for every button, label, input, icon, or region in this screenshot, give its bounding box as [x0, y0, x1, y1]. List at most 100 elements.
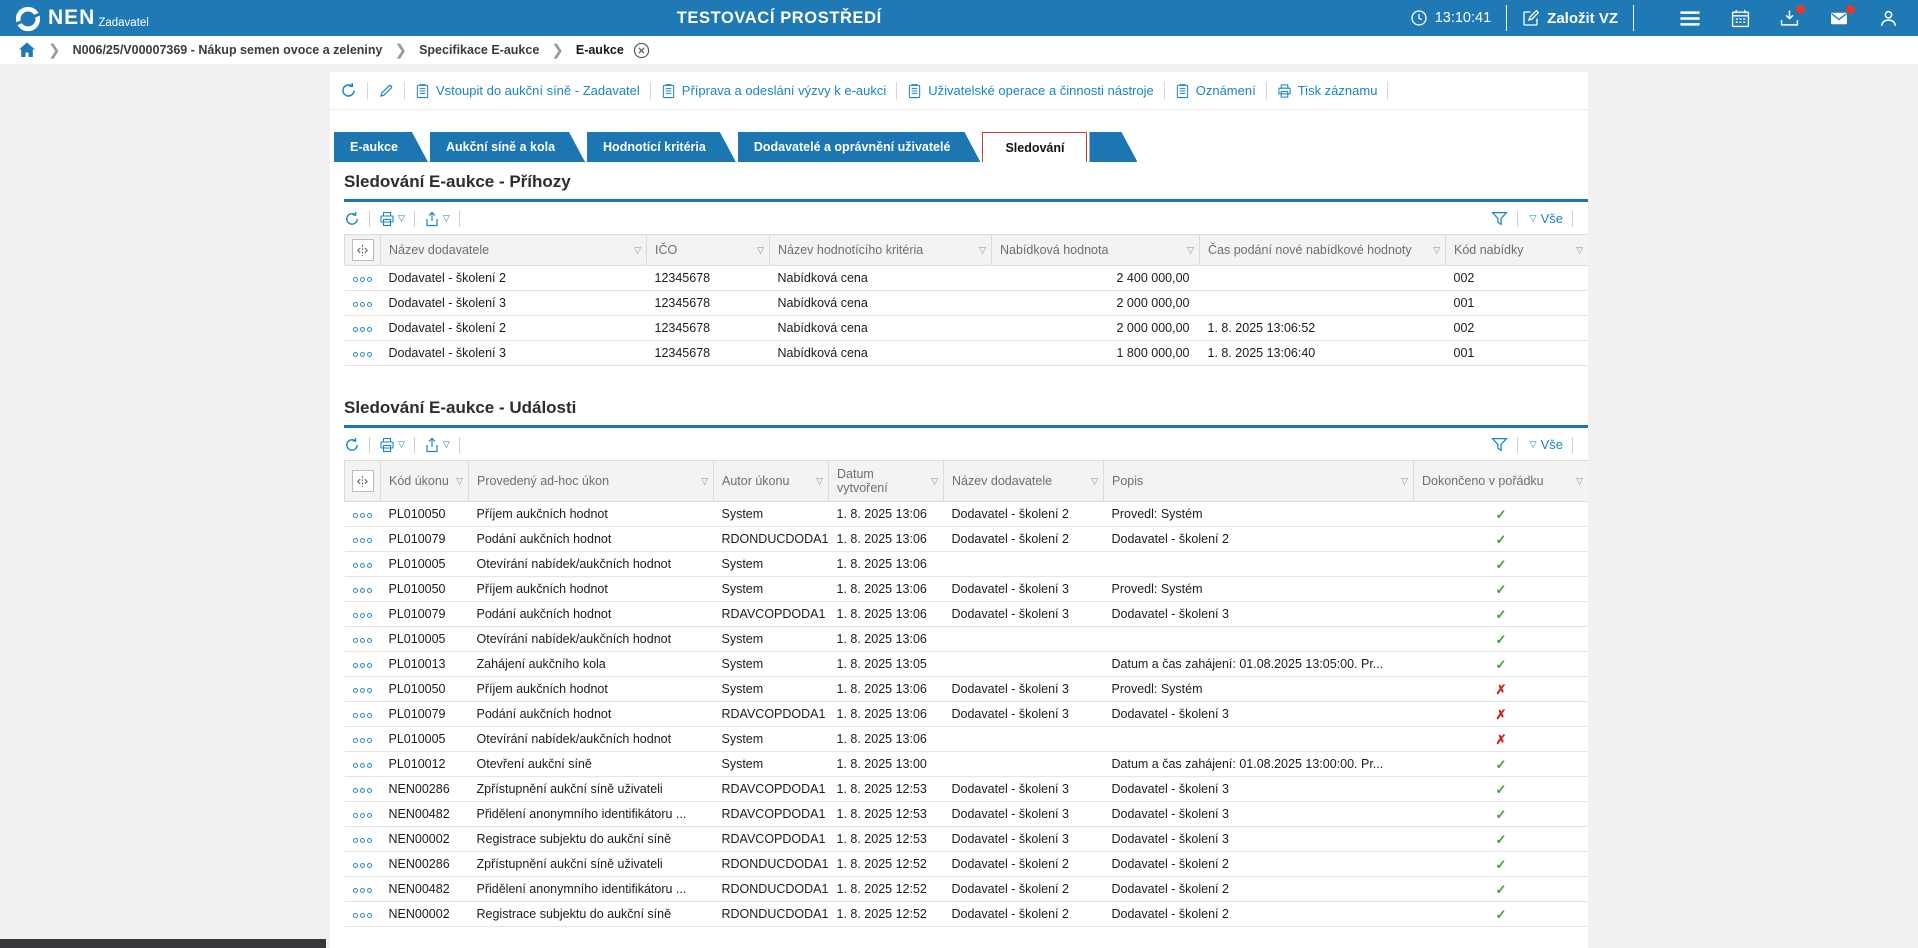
user-operations-link[interactable]: Uživatelské operace a činnosti nástroje: [907, 83, 1154, 99]
events-table-row[interactable]: NEN00286 Zpřístupnění aukční síně uživat…: [344, 851, 1588, 877]
row-actions-button[interactable]: [344, 576, 381, 602]
column-header-supplier[interactable]: Název dodavatele ▽: [380, 234, 647, 266]
downloads-button[interactable]: [1780, 4, 1805, 28]
chevron-down-icon[interactable]: ▽: [442, 213, 450, 223]
row-actions-button[interactable]: [344, 876, 381, 902]
row-actions-button[interactable]: [344, 676, 381, 702]
column-header-description[interactable]: Popis ▽: [1103, 460, 1414, 502]
bids-table-row[interactable]: Dodavatel - školení 2 12345678 Nabídková…: [344, 315, 1588, 341]
events-table-row[interactable]: NEN00002 Registrace subjektu do aukční s…: [344, 826, 1588, 852]
events-table-row[interactable]: NEN00286 Zpřístupnění aukční síně uživat…: [344, 776, 1588, 802]
row-actions-button[interactable]: [344, 601, 381, 627]
column-filter-icon[interactable]: ▽: [1401, 476, 1408, 486]
chevron-down-icon[interactable]: ▽: [1529, 213, 1537, 223]
column-header-criterion[interactable]: Název hodnotícího kritéria ▽: [769, 234, 992, 266]
create-vz-button[interactable]: Založit VZ: [1522, 9, 1618, 27]
messages-button[interactable]: [1829, 4, 1855, 28]
tab-dodavatele-a-opravneni[interactable]: Dodavatelé a oprávnění uživatelé: [738, 132, 981, 162]
bids-table-row[interactable]: Dodavatel - školení 2 12345678 Nabídková…: [344, 265, 1588, 291]
edit-pencil-icon[interactable]: [378, 83, 394, 99]
row-actions-button[interactable]: [344, 265, 381, 291]
print-grid-icon[interactable]: [379, 211, 395, 227]
column-filter-icon[interactable]: ▽: [931, 476, 938, 486]
enter-auction-hall-link[interactable]: Vstoupit do aukční síně - Zadavatel: [415, 83, 640, 99]
events-table-row[interactable]: PL010013 Zahájení aukčního kola System 1…: [344, 651, 1588, 677]
filter-all-dropdown[interactable]: Vše: [1540, 211, 1563, 226]
home-icon[interactable]: [18, 41, 36, 59]
events-table-row[interactable]: NEN00482 Přidělení anonymního identifiká…: [344, 876, 1588, 902]
column-header-done-ok[interactable]: Dokončeno v pořádku ▽: [1413, 460, 1588, 502]
tab-hodnotici-kriteria[interactable]: Hodnotící kritéria: [587, 132, 736, 162]
column-settings-button[interactable]: [351, 239, 374, 261]
column-header-time[interactable]: Čas podání nové nabídkové hodnoty ▽: [1199, 234, 1446, 266]
column-filter-icon[interactable]: ▽: [701, 476, 708, 486]
column-filter-icon[interactable]: ▽: [1187, 245, 1194, 255]
events-table-row[interactable]: PL010079 Podání aukčních hodnot RDONDUCD…: [344, 526, 1588, 552]
events-table-row[interactable]: NEN00002 Registrace subjektu do aukční s…: [344, 901, 1588, 927]
row-actions-button[interactable]: [344, 701, 381, 727]
column-header-code[interactable]: Kód úkonu ▽: [380, 460, 469, 502]
tab-sledovani[interactable]: Sledování: [982, 132, 1088, 162]
column-header-supplier[interactable]: Název dodavatele ▽: [943, 460, 1104, 502]
calendar-button[interactable]: [1731, 9, 1750, 28]
row-actions-button[interactable]: [344, 315, 381, 341]
column-filter-icon[interactable]: ▽: [979, 245, 986, 255]
column-filter-icon[interactable]: ▽: [1576, 245, 1583, 255]
close-icon[interactable]: [633, 42, 650, 59]
events-table-row[interactable]: PL010050 Příjem aukčních hodnot System 1…: [344, 576, 1588, 602]
notifications-link[interactable]: Oznámení: [1175, 83, 1256, 99]
column-header-created[interactable]: Datum vytvoření ▽: [828, 460, 944, 502]
bids-table-row[interactable]: Dodavatel - školení 3 12345678 Nabídková…: [344, 340, 1588, 366]
prepare-send-call-link[interactable]: Příprava a odeslání výzvy k e-aukci: [661, 83, 886, 99]
column-settings-button[interactable]: [351, 470, 374, 492]
chevron-down-icon[interactable]: ▽: [398, 439, 405, 449]
row-actions-button[interactable]: [344, 801, 381, 827]
row-actions-button[interactable]: [344, 501, 381, 527]
user-profile-button[interactable]: [1879, 9, 1898, 28]
row-actions-button[interactable]: [344, 776, 381, 802]
row-actions-button[interactable]: [344, 826, 381, 852]
column-header-author[interactable]: Autor úkonu ▽: [713, 460, 829, 502]
refresh-icon[interactable]: [344, 437, 360, 453]
column-filter-icon[interactable]: ▽: [816, 476, 823, 486]
row-actions-button[interactable]: [344, 626, 381, 652]
filter-funnel-icon[interactable]: [1490, 210, 1508, 227]
chevron-down-icon[interactable]: ▽: [442, 439, 450, 449]
column-filter-icon[interactable]: ▽: [757, 245, 764, 255]
row-actions-button[interactable]: [344, 901, 381, 927]
column-filter-icon[interactable]: ▽: [456, 476, 463, 486]
filter-funnel-icon[interactable]: [1490, 436, 1508, 453]
events-table-row[interactable]: NEN00482 Přidělení anonymního identifiká…: [344, 801, 1588, 827]
row-actions-button[interactable]: [344, 290, 381, 316]
events-table-row[interactable]: PL010050 Příjem aukčních hodnot System 1…: [344, 676, 1588, 702]
bids-table-row[interactable]: Dodavatel - školení 3 12345678 Nabídková…: [344, 290, 1588, 316]
events-table-row[interactable]: PL010050 Příjem aukčních hodnot System 1…: [344, 501, 1588, 527]
column-filter-icon[interactable]: ▽: [634, 245, 641, 255]
row-actions-button[interactable]: [344, 551, 381, 577]
row-actions-button[interactable]: [344, 726, 381, 752]
events-table-row[interactable]: PL010079 Podání aukčních hodnot RDAVCOPD…: [344, 701, 1588, 727]
refresh-icon[interactable]: [344, 211, 360, 227]
row-actions-button[interactable]: [344, 751, 381, 777]
column-header-bid-code[interactable]: Kód nabídky ▽: [1445, 234, 1588, 266]
row-actions-button[interactable]: [344, 851, 381, 877]
events-table-row[interactable]: PL010005 Otevírání nabídek/aukčních hodn…: [344, 551, 1588, 577]
column-filter-icon[interactable]: ▽: [1433, 245, 1440, 255]
print-record-link[interactable]: Tisk záznamu: [1277, 83, 1377, 99]
column-header-value[interactable]: Nabídková hodnota ▽: [991, 234, 1200, 266]
main-menu-button[interactable]: [1679, 10, 1701, 27]
events-table-row[interactable]: PL010005 Otevírání nabídek/aukčních hodn…: [344, 626, 1588, 652]
print-grid-icon[interactable]: [379, 437, 395, 453]
tab-aukcni-sine-a-kola[interactable]: Aukční síně a kola: [430, 132, 585, 162]
row-actions-button[interactable]: [344, 651, 381, 677]
column-filter-icon[interactable]: ▽: [1576, 476, 1583, 486]
refresh-icon[interactable]: [340, 82, 357, 99]
chevron-down-icon[interactable]: ▽: [1529, 439, 1537, 449]
nen-logo[interactable]: NEN Zadavatel: [14, 3, 149, 33]
column-header-action[interactable]: Provedený ad-hoc úkon ▽: [468, 460, 714, 502]
export-icon[interactable]: [424, 437, 440, 453]
breadcrumb-item-contract[interactable]: N006/25/V00007369 - Nákup semen ovoce a …: [72, 43, 383, 57]
column-filter-icon[interactable]: ▽: [1091, 476, 1098, 486]
events-table-row[interactable]: PL010005 Otevírání nabídek/aukčních hodn…: [344, 726, 1588, 752]
events-table-row[interactable]: PL010012 Otevření aukční síně System 1. …: [344, 751, 1588, 777]
